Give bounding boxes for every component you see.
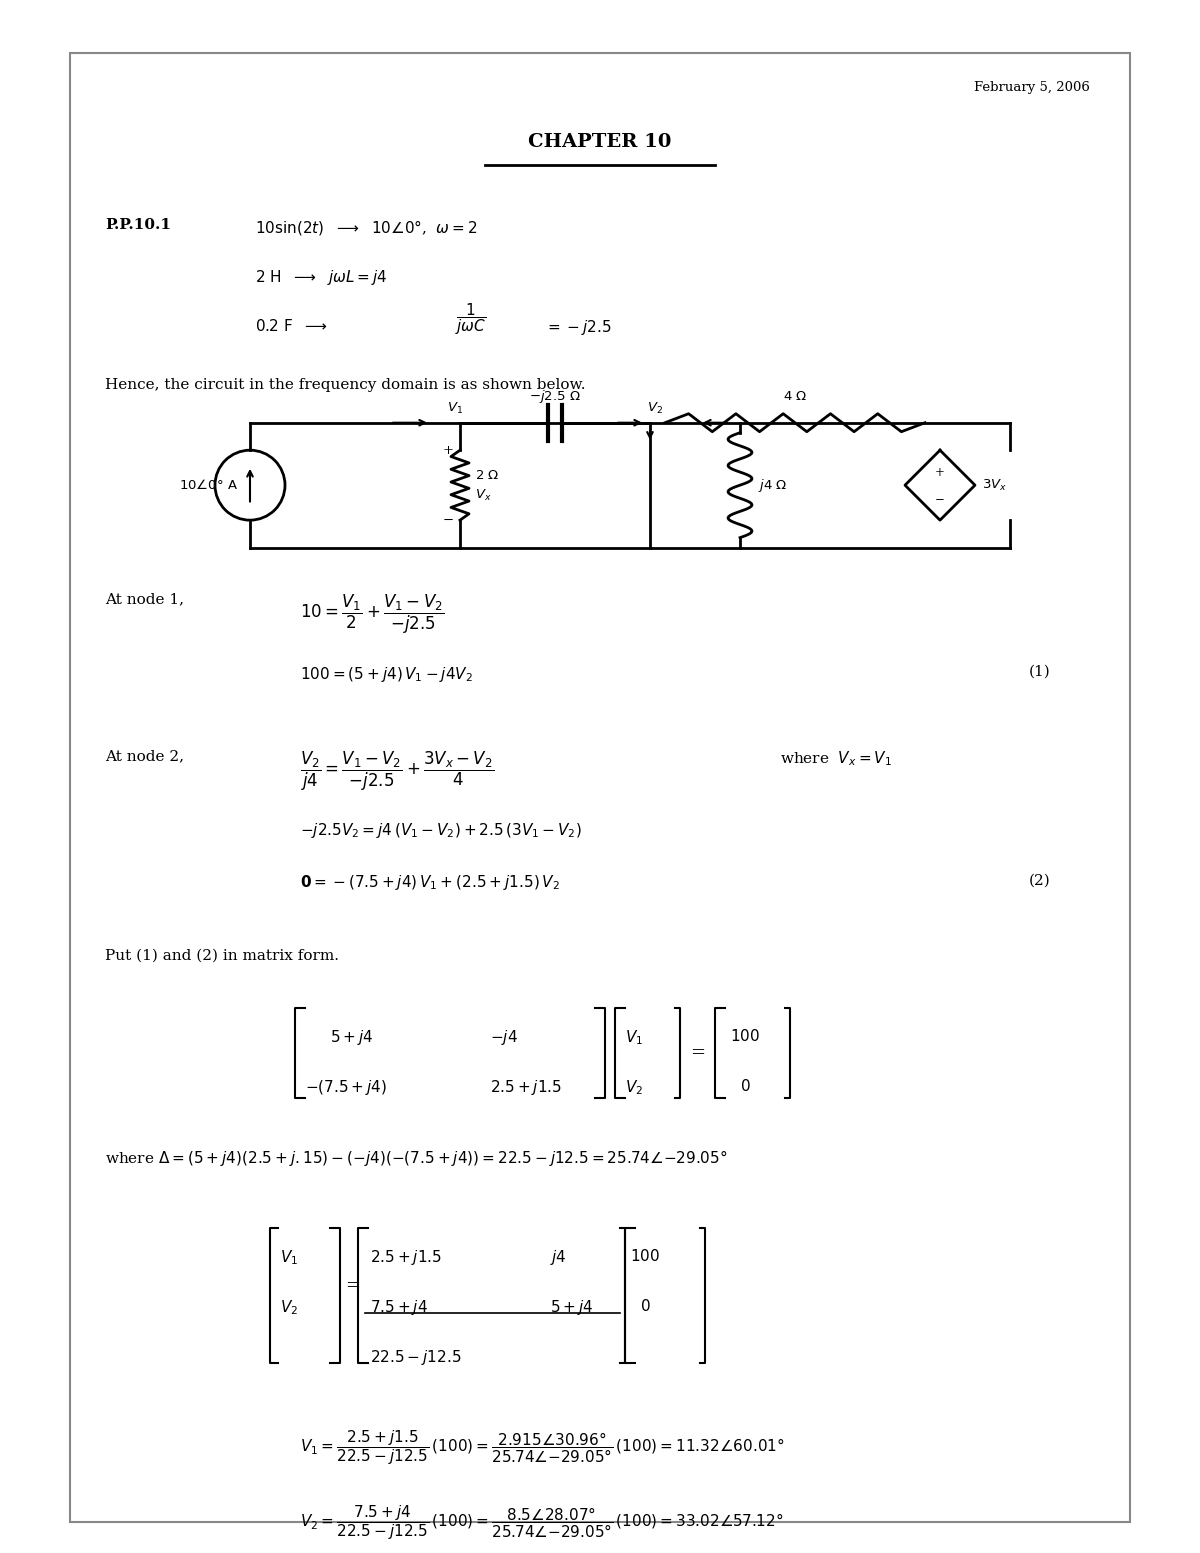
- Text: Put (1) and (2) in matrix form.: Put (1) and (2) in matrix form.: [106, 949, 340, 963]
- Text: $-(7.5+j4)$: $-(7.5+j4)$: [305, 1078, 388, 1098]
- Text: +: +: [935, 466, 944, 478]
- Text: −: −: [935, 492, 944, 505]
- Text: $V_2 = \dfrac{7.5+j4}{22.5-j12.5}\,(100) = \dfrac{8.5\angle 28.07°}{25.74\angle{: $V_2 = \dfrac{7.5+j4}{22.5-j12.5}\,(100)…: [300, 1503, 784, 1542]
- Text: $0$: $0$: [740, 1078, 751, 1095]
- Text: (1): (1): [1028, 665, 1050, 679]
- Text: February 5, 2006: February 5, 2006: [974, 81, 1090, 93]
- Text: $22.5 - j12.5$: $22.5 - j12.5$: [370, 1348, 462, 1367]
- Text: $V_1$: $V_1$: [625, 1028, 643, 1047]
- Text: $10 = \dfrac{V_1}{2} + \dfrac{V_1 - V_2}{-j2.5}$: $10 = \dfrac{V_1}{2} + \dfrac{V_1 - V_2}…: [300, 593, 444, 635]
- Text: $2\ \mathrm{H}$  $\longrightarrow$  $j\omega L = j4$: $2\ \mathrm{H}$ $\longrightarrow$ $j\ome…: [254, 267, 388, 287]
- Text: $\dfrac{1}{j\omega C}$: $\dfrac{1}{j\omega C}$: [455, 301, 486, 337]
- Text: CHAPTER 10: CHAPTER 10: [528, 134, 672, 151]
- Text: −: −: [443, 514, 454, 526]
- Text: $V_1$: $V_1$: [280, 1249, 298, 1267]
- Text: $2\ \Omega$: $2\ \Omega$: [475, 469, 499, 481]
- Text: At node 2,: At node 2,: [106, 750, 184, 764]
- Text: $100$: $100$: [630, 1249, 660, 1264]
- Text: where $\Delta = (5+j4)(2.5+j.15) - (-j4)(-(7.5+j4)) = 22.5 - j12.5 = 25.74\angle: where $\Delta = (5+j4)(2.5+j.15) - (-j4)…: [106, 1148, 727, 1168]
- Text: $\mathbf{0} = -(7.5 + j4)\,V_1 + (2.5 + j1.5)\,V_2$: $\mathbf{0} = -(7.5 + j4)\,V_1 + (2.5 + …: [300, 873, 559, 893]
- Text: P.P.10.1: P.P.10.1: [106, 217, 172, 231]
- Text: $-j2.5V_2 = j4\,(V_1 - V_2) + 2.5\,(3V_1 - V_2)$: $-j2.5V_2 = j4\,(V_1 - V_2) + 2.5\,(3V_1…: [300, 822, 582, 840]
- Text: $2.5+j1.5$: $2.5+j1.5$: [490, 1078, 562, 1098]
- Text: +: +: [443, 444, 454, 457]
- Text: $-j2.5\ \Omega$: $-j2.5\ \Omega$: [529, 388, 581, 405]
- Text: $0$: $0$: [640, 1298, 650, 1314]
- Text: =: =: [690, 1044, 706, 1062]
- Text: $-j4$: $-j4$: [490, 1028, 517, 1047]
- Text: $j4\ \Omega$: $j4\ \Omega$: [758, 477, 787, 494]
- Text: $0.2\ \mathrm{F}$  $\longrightarrow$: $0.2\ \mathrm{F}$ $\longrightarrow$: [254, 318, 328, 334]
- Text: $3V_x$: $3V_x$: [982, 478, 1007, 492]
- Text: $V_2$: $V_2$: [625, 1078, 643, 1096]
- Text: $V_x$: $V_x$: [475, 488, 492, 503]
- Text: $= -j2.5$: $= -j2.5$: [545, 318, 612, 337]
- Text: $2.5+j1.5$: $2.5+j1.5$: [370, 1249, 442, 1267]
- Text: $\dfrac{V_2}{j4} = \dfrac{V_1 - V_2}{-j2.5} + \dfrac{3V_x - V_2}{4}$: $\dfrac{V_2}{j4} = \dfrac{V_1 - V_2}{-j2…: [300, 750, 494, 792]
- Text: $100$: $100$: [730, 1028, 760, 1044]
- Text: $100 = (5 + j4)\,V_1 - j4V_2$: $100 = (5 + j4)\,V_1 - j4V_2$: [300, 665, 473, 683]
- Text: $V_1$: $V_1$: [446, 401, 463, 416]
- Text: $V_2$: $V_2$: [280, 1298, 298, 1317]
- Text: $5 + j4$: $5 + j4$: [330, 1028, 373, 1047]
- Text: =: =: [346, 1277, 360, 1295]
- Text: $5+j4$: $5+j4$: [550, 1298, 594, 1317]
- Text: $7.5+j4$: $7.5+j4$: [370, 1298, 428, 1317]
- Text: At node 1,: At node 1,: [106, 593, 184, 607]
- Text: $V_1 = \dfrac{2.5+j1.5}{22.5 - j12.5}\,(100) = \dfrac{2.915\angle 30.96°}{25.74\: $V_1 = \dfrac{2.5+j1.5}{22.5 - j12.5}\,(…: [300, 1429, 785, 1468]
- FancyBboxPatch shape: [70, 53, 1130, 1522]
- Text: $V_2$: $V_2$: [647, 401, 662, 416]
- Text: $10\sin(2t)$  $\longrightarrow$  $10\angle 0°$,  $\omega = 2$: $10\sin(2t)$ $\longrightarrow$ $10\angle…: [254, 217, 478, 238]
- Text: $j4$: $j4$: [550, 1249, 566, 1267]
- Text: $10\angle 0°\ \mathrm{A}$: $10\angle 0°\ \mathrm{A}$: [179, 478, 238, 492]
- Text: where  $V_x = V_1$: where $V_x = V_1$: [780, 750, 892, 769]
- Text: Hence, the circuit in the frequency domain is as shown below.: Hence, the circuit in the frequency doma…: [106, 377, 586, 391]
- Text: $4\ \Omega$: $4\ \Omega$: [782, 390, 808, 402]
- Text: (2): (2): [1028, 873, 1050, 887]
